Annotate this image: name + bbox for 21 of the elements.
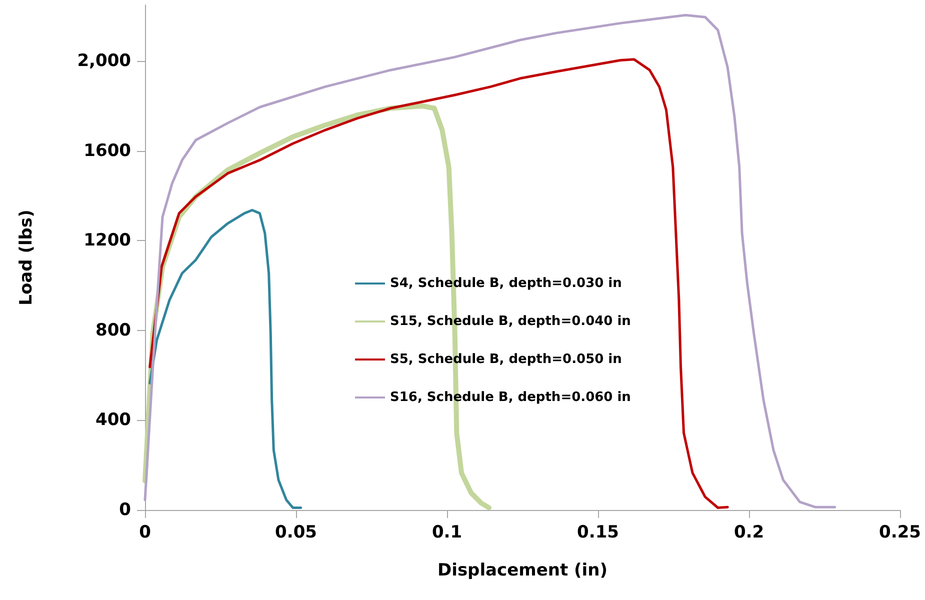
x-tick-label: 0.15 — [577, 522, 619, 542]
x-tick-label: 0.25 — [879, 522, 921, 542]
legend-label: S16, Schedule B, depth=0.060 in — [390, 390, 631, 405]
x-tick-label: 0 — [139, 522, 152, 542]
x-axis-title: Displacement (in) — [438, 560, 608, 580]
legend-label: S15, Schedule B, depth=0.040 in — [390, 314, 631, 329]
line-series — [144, 14, 836, 508]
legend-label: S5, Schedule B, depth=0.050 in — [390, 352, 622, 367]
y-tick-label: 400 — [96, 410, 132, 430]
y-tick-label: 1200 — [84, 230, 132, 251]
y-tick-label: 800 — [96, 320, 132, 340]
y-axis-title: Load (lbs) — [16, 210, 36, 306]
legend-label: S4, Schedule B, depth=0.030 in — [390, 276, 622, 291]
x-tick-label: 0.1 — [432, 522, 462, 542]
x-tick-label: 0.2 — [734, 522, 764, 542]
x-tick-label: 0.05 — [275, 522, 317, 542]
y-tick-label: 0 — [119, 500, 132, 520]
line-series — [148, 208, 302, 510]
y-tick-label: 2,000 — [77, 51, 132, 72]
y-tick-label: 1600 — [84, 140, 132, 161]
line-series — [148, 58, 729, 510]
